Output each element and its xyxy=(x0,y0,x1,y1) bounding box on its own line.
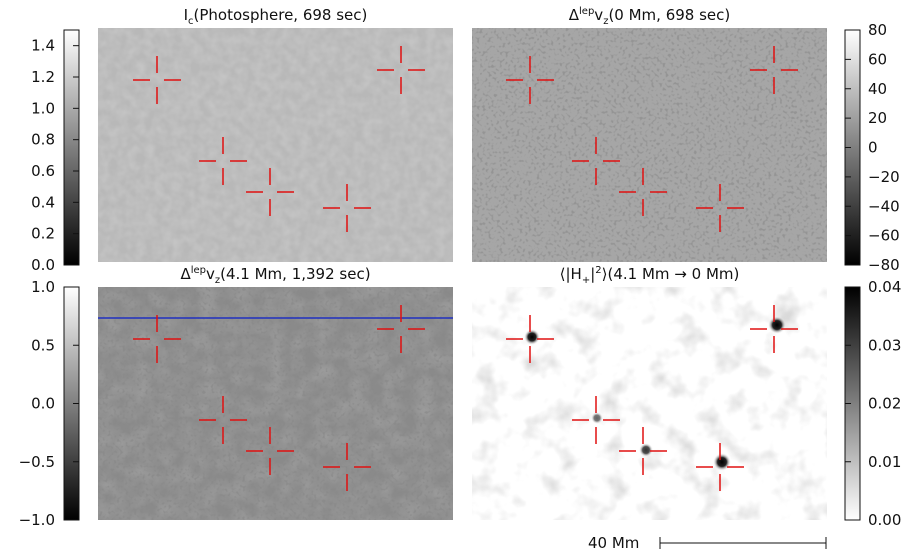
tick-label: 1.2 xyxy=(31,68,55,86)
title-part: | xyxy=(590,265,595,283)
tick-label: 40 xyxy=(868,80,887,98)
image-velocity-0 xyxy=(472,28,827,262)
tick-label: −0.5 xyxy=(19,453,55,471)
tick-label: 0.8 xyxy=(31,131,55,149)
title-part: + xyxy=(582,275,590,286)
tick-label: 0 xyxy=(868,139,878,157)
tick-label: 80 xyxy=(868,21,887,39)
title-part: z xyxy=(215,275,220,286)
tick-label: −20 xyxy=(868,168,900,186)
scale-bar xyxy=(659,537,827,549)
title-part: v xyxy=(594,6,603,24)
tick-label: −1.0 xyxy=(19,511,55,529)
tick-label: −40 xyxy=(868,197,900,215)
tick-label: 0.2 xyxy=(31,225,55,243)
image-velocity-41 xyxy=(98,287,453,520)
tick-label: 0.02 xyxy=(868,395,901,413)
panel-title: Δlepvz(4.1 Mm, 1,392 sec) xyxy=(180,265,370,286)
panel-title: ⟨|H+|2⟩(4.1 Mm → 0 Mm) xyxy=(560,265,740,286)
title-part: lep xyxy=(191,265,206,276)
tick-label: 0.00 xyxy=(868,511,901,529)
title-part: (4.1 Mm, 1,392 sec) xyxy=(220,265,370,283)
tick-label: 60 xyxy=(868,50,887,68)
title-part: 2 xyxy=(595,265,601,276)
tick-label: 1.0 xyxy=(31,99,55,117)
image-intensity xyxy=(98,28,453,262)
panel-title: Δlepvz(0 Mm, 698 sec) xyxy=(569,6,730,27)
title-part: (0 Mm, 698 sec) xyxy=(608,6,730,24)
scale-bar-label: 40 Mm xyxy=(588,534,639,552)
tick-label: 20 xyxy=(868,109,887,127)
title-part: I xyxy=(184,6,188,24)
tick-label: −60 xyxy=(868,227,900,245)
crosshairs xyxy=(133,46,798,491)
tick-label: 1.0 xyxy=(31,278,55,296)
title-part: Δ xyxy=(180,265,191,283)
image-helicity xyxy=(472,287,827,520)
title-part: z xyxy=(603,16,608,27)
title-part: v xyxy=(206,265,215,283)
tick-label: 0.01 xyxy=(868,453,901,471)
tick-label: 0.04 xyxy=(868,278,901,296)
tick-label: −80 xyxy=(868,256,900,274)
title-part: ⟨|H xyxy=(560,265,582,283)
title-part: ⟩(4.1 Mm → 0 Mm) xyxy=(602,265,740,283)
tick-label: 0.4 xyxy=(31,193,55,211)
tick-label: 0.0 xyxy=(31,395,55,413)
tick-label: 0.6 xyxy=(31,162,55,180)
tick-label: 0.03 xyxy=(868,336,901,354)
title-part: c xyxy=(188,16,194,27)
title-part: Δ xyxy=(569,6,580,24)
tick-label: 1.4 xyxy=(31,37,55,55)
tick-label: 0.5 xyxy=(31,336,55,354)
title-part: lep xyxy=(579,6,594,17)
title-part: (Photosphere, 698 sec) xyxy=(194,6,368,24)
tick-label: 0.0 xyxy=(31,256,55,274)
colorbar xyxy=(63,29,80,266)
panel-title: Ic(Photosphere, 698 sec) xyxy=(184,6,368,27)
